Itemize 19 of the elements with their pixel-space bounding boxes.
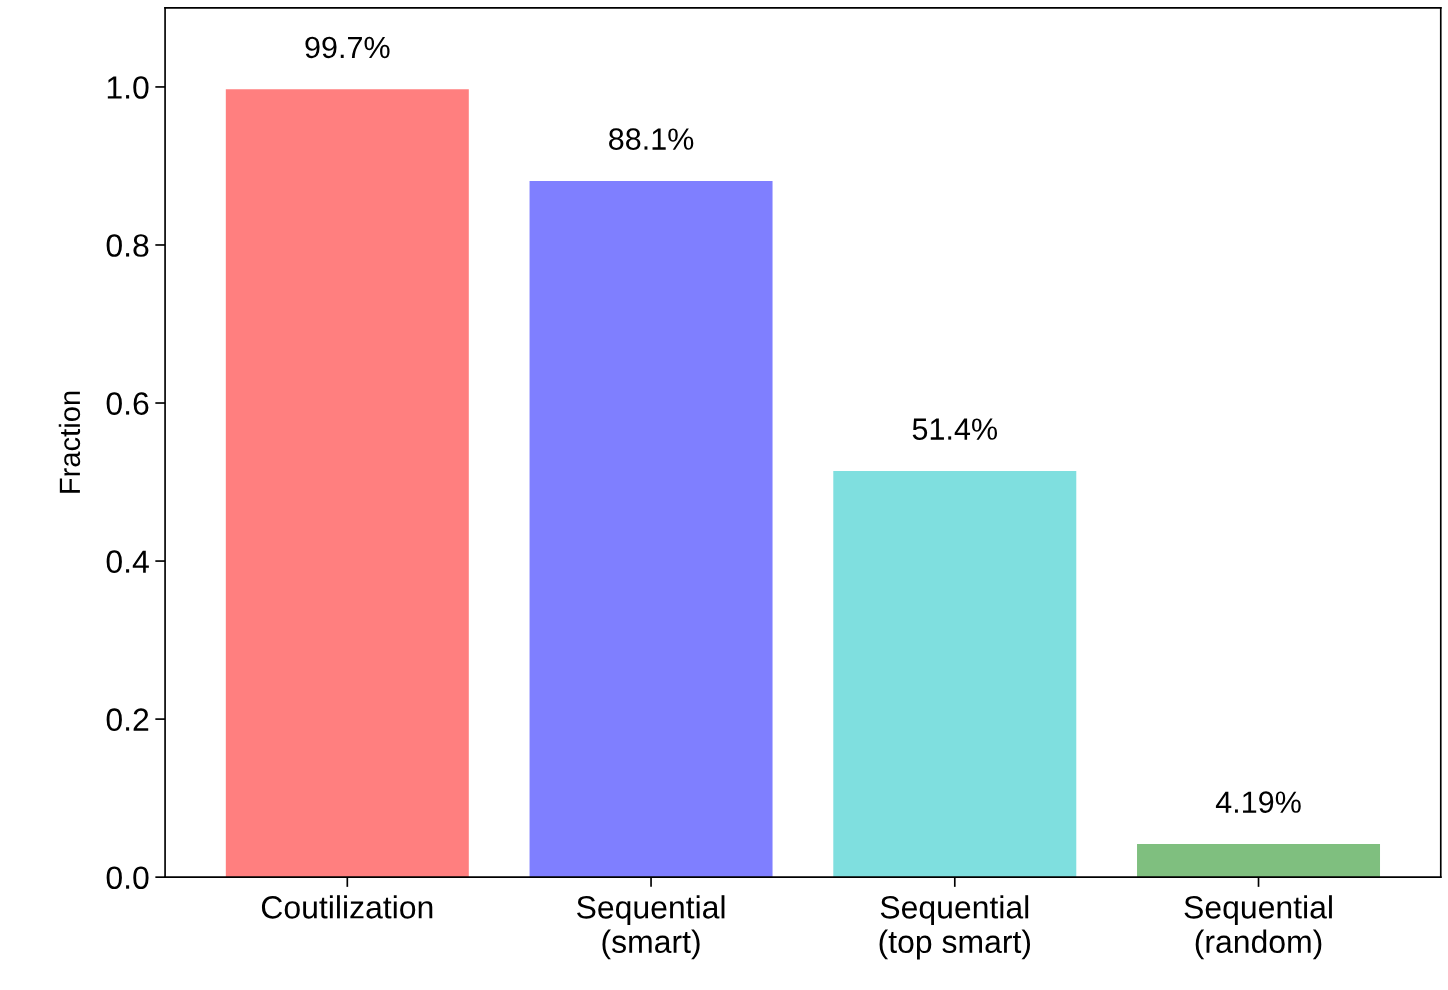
y-tick-label: 0.6 <box>106 392 149 415</box>
bar <box>833 470 1077 878</box>
x-tick-label: Sequential (top smart) <box>879 895 1031 960</box>
y-tick-label: 0.8 <box>106 234 149 257</box>
y-tick-label: 0.0 <box>106 866 149 890</box>
bar <box>225 89 469 878</box>
x-tick-label: Sequential (random) <box>1184 895 1332 960</box>
y-tick-label: 1.0 <box>107 76 149 99</box>
y-axis-title: Fraction <box>58 391 81 493</box>
data-label: 88.1% <box>609 128 694 150</box>
data-label: 51.4% <box>912 418 998 440</box>
y-tick-label: 0.2 <box>106 708 149 731</box>
bar <box>529 180 773 878</box>
bar <box>1137 844 1381 878</box>
data-label: 4.19% <box>1215 791 1301 813</box>
y-tick-label: 0.4 <box>106 550 149 573</box>
data-label: 99.7% <box>305 36 390 59</box>
x-tick-label: Sequential (smart) <box>577 895 725 960</box>
x-tick-label: Coutilization <box>261 895 433 919</box>
